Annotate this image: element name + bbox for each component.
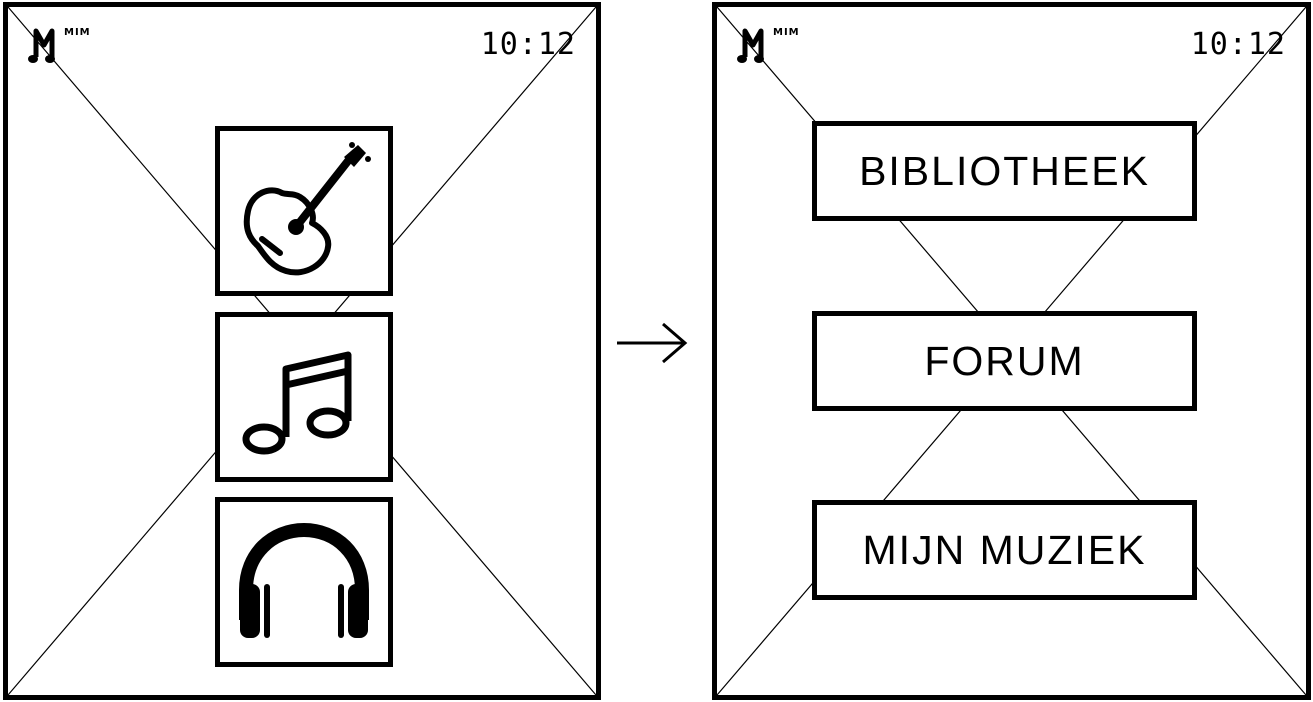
music-logo-icon (737, 28, 764, 63)
forum-button[interactable]: FORUM (812, 311, 1197, 411)
logo-text: MIM (64, 27, 91, 38)
music-logo-icon (28, 28, 55, 63)
mijn-muziek-button[interactable]: MIJN MUZIEK (812, 500, 1197, 600)
guitar-tile-button[interactable] (215, 126, 393, 296)
arrow-right-icon (617, 322, 688, 364)
headphones-icon (239, 522, 369, 638)
guitar-icon (243, 142, 371, 276)
wireframe-screen-icons: MIM 10:12 (3, 2, 601, 700)
music-note-icon (242, 351, 352, 455)
music-tile-button[interactable] (215, 312, 393, 482)
wireframe-screen-menu: MIM 10:12 BIBLIOTHEEK FORUM MIJN MUZIEK (712, 2, 1311, 700)
status-time: 10:12 (480, 27, 576, 62)
logo-text: MIM (773, 27, 800, 38)
headphones-tile-button[interactable] (215, 497, 393, 667)
bibliotheek-button[interactable]: BIBLIOTHEEK (812, 121, 1197, 221)
status-time: 10:12 (1190, 27, 1286, 62)
